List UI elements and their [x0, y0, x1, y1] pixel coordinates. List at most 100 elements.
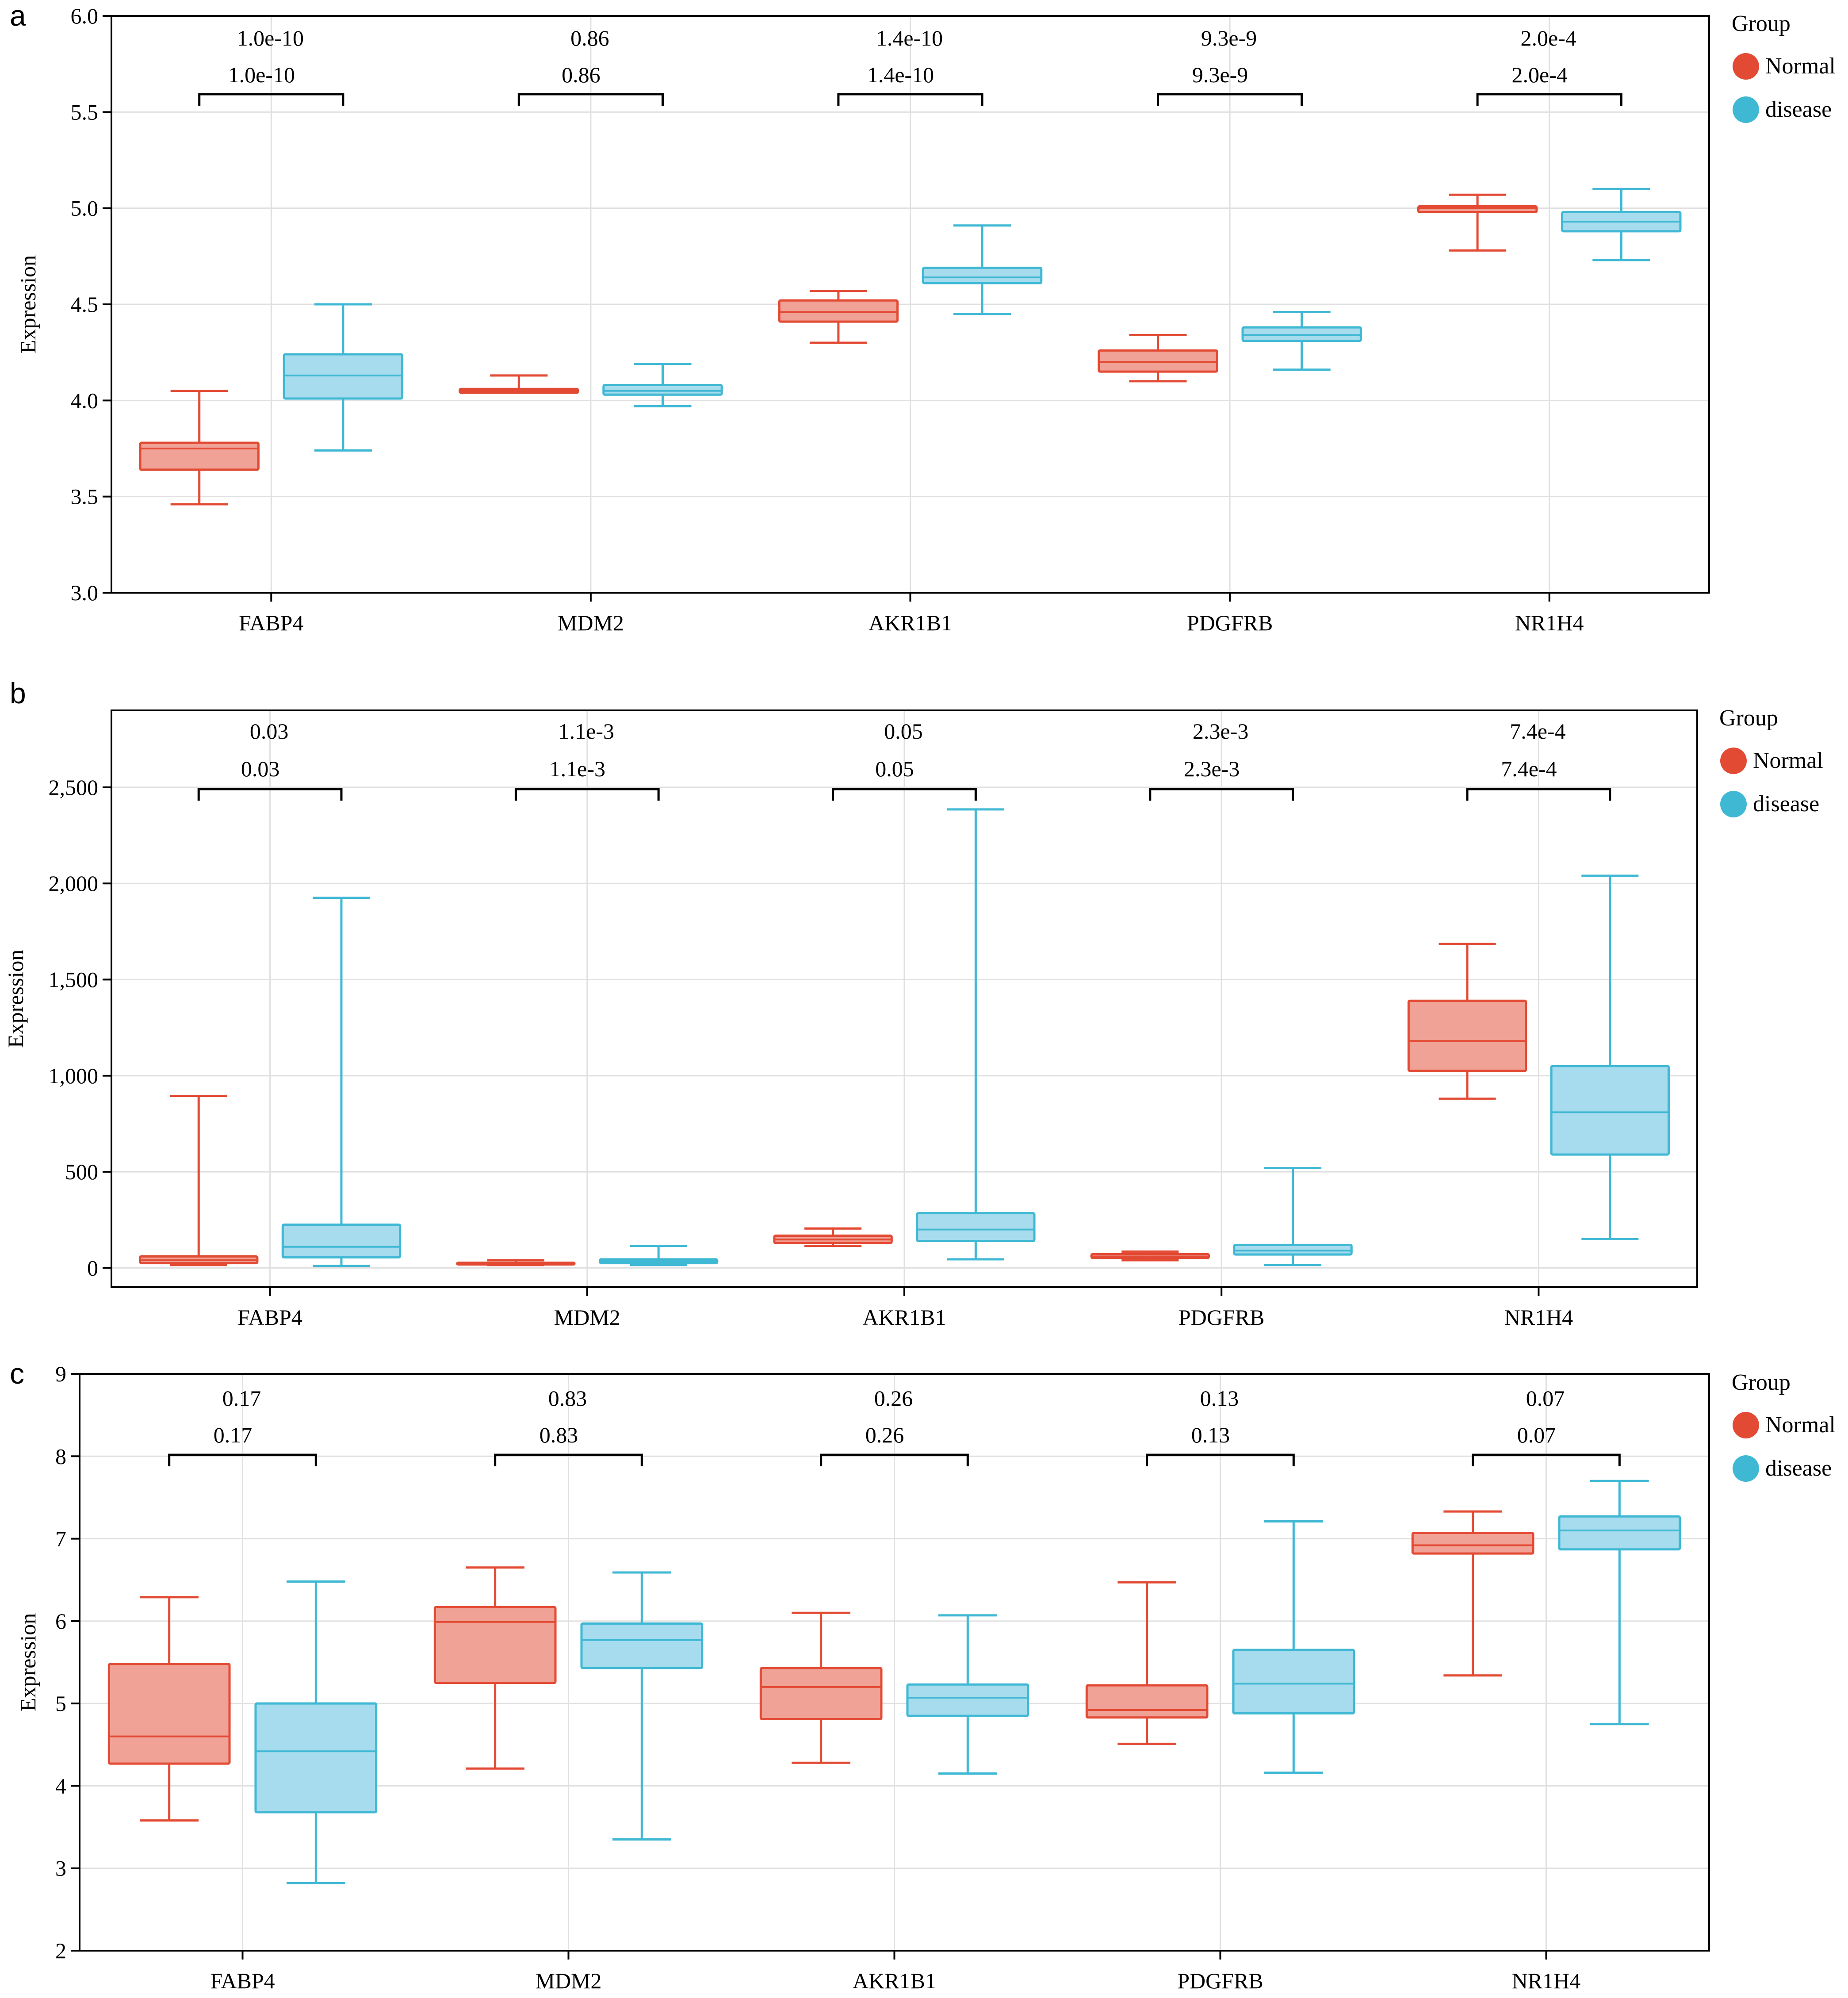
- p-value-label: 7.4e-4: [1510, 719, 1565, 744]
- box-disease-fabp4: [281, 897, 402, 1267]
- y-tick-label: 9: [55, 1361, 66, 1386]
- legend-entry-disease: disease: [1765, 1456, 1832, 1481]
- p-value-label: 0.86: [570, 26, 609, 50]
- significance-bracket: [837, 93, 983, 106]
- box-iqr: [602, 384, 723, 396]
- p-value-label: 0.13: [1191, 1423, 1230, 1447]
- y-tick-label: 3.5: [71, 484, 99, 509]
- box-disease-fabp4: [254, 1580, 378, 1884]
- box-disease-mdm2: [580, 1571, 704, 1841]
- box-normal-fabp4: [139, 390, 260, 506]
- box-iqr: [916, 1212, 1036, 1243]
- box-iqr: [1098, 349, 1218, 373]
- p-value-label: 0.07: [1526, 1386, 1565, 1411]
- box-iqr: [281, 1223, 402, 1259]
- significance-bracket: [1149, 788, 1294, 801]
- p-value-label: 0.86: [562, 62, 601, 87]
- y-tick-label: 2,000: [49, 871, 99, 896]
- box-normal-mdm2: [456, 1259, 576, 1266]
- chart-panel-b: b 0 500 1,000 1,500 2,000 2,500 Expression FABP4…: [3, 677, 1823, 1330]
- box-disease-pdgfrb: [1232, 1520, 1355, 1774]
- significance-bracket: [1157, 93, 1303, 106]
- box-normal-pdgfrb: [1085, 1581, 1209, 1745]
- box-iqr: [580, 1622, 704, 1669]
- x-tick-label: FABP4: [239, 610, 303, 635]
- significance-bracket: [1466, 788, 1611, 801]
- box-normal-fabp4: [139, 1095, 259, 1266]
- legend: Group Normal disease: [1732, 11, 1836, 123]
- p-value-label: 0.26: [874, 1386, 913, 1411]
- p-value-label: 0.05: [875, 756, 914, 781]
- significance-bracket: [514, 788, 660, 801]
- significance-bracket: [1472, 1453, 1621, 1466]
- x-tick-label: FABP4: [210, 1968, 275, 1993]
- x-tick-label: NR1H4: [1515, 610, 1584, 635]
- x-tick-label: PDGFRB: [1187, 610, 1273, 635]
- box-normal-mdm2: [433, 1566, 557, 1770]
- x-tick-label: PDGFRB: [1177, 1968, 1263, 1993]
- legend-title: Group: [1732, 11, 1791, 36]
- legend: Group Normal disease: [1732, 1370, 1836, 1482]
- panel-letter: b: [10, 677, 26, 709]
- p-value-label: 1.0e-10: [228, 62, 295, 87]
- legend-entry-normal: Normal: [1753, 748, 1823, 773]
- legend-marker-disease: [1733, 96, 1759, 123]
- y-tick-label: 5.0: [71, 196, 99, 221]
- box-normal-akr1b1: [778, 290, 899, 344]
- box-iqr: [778, 299, 899, 323]
- box-iqr: [254, 1702, 378, 1814]
- legend-entry-normal: Normal: [1765, 54, 1836, 79]
- p-value-label: 0.03: [241, 756, 280, 781]
- y-tick-label: 6: [55, 1609, 66, 1634]
- p-value-label: 2.0e-4: [1512, 62, 1568, 87]
- x-tick-label: AKR1B1: [853, 1968, 936, 1993]
- p-value-label: 1.4e-10: [876, 26, 943, 50]
- significance-bracket: [197, 788, 343, 801]
- box-iqr: [433, 1606, 557, 1684]
- x-tick-label: MDM2: [558, 610, 624, 635]
- y-tick-label: 8: [55, 1444, 66, 1469]
- legend: Group Normal disease: [1719, 706, 1823, 817]
- box-iqr: [1241, 326, 1362, 342]
- y-axis-label: Expression: [15, 1613, 40, 1711]
- legend-marker-disease: [1733, 1455, 1759, 1482]
- x-tick-label: AKR1B1: [863, 1305, 946, 1330]
- p-value-label: 2.0e-4: [1521, 26, 1576, 50]
- legend-marker-normal: [1733, 53, 1759, 80]
- y-axis-label: Expression: [15, 255, 40, 353]
- p-value-label: 0.26: [865, 1423, 904, 1447]
- legend-title: Group: [1732, 1370, 1791, 1395]
- legend-entry-disease: disease: [1753, 791, 1819, 817]
- p-value-label: 0.05: [884, 719, 923, 744]
- y-tick-label: 4: [55, 1773, 66, 1798]
- box-disease-pdgfrb: [1233, 1167, 1353, 1266]
- box-disease-pdgfrb: [1241, 311, 1362, 371]
- box-iqr: [1417, 205, 1538, 213]
- p-value-label: 1.4e-10: [867, 62, 934, 87]
- y-tick-label: 0: [87, 1256, 98, 1281]
- chart-panel-c: c 2 3 4 5 6 7 8 9 Expression FABP4 MDM2 AKR1B1 PDGFRB…: [10, 1357, 1836, 1993]
- p-value-label: 2.3e-3: [1184, 756, 1240, 781]
- significance-bracket: [168, 1453, 317, 1466]
- legend-entry-disease: disease: [1765, 97, 1832, 122]
- y-tick-label: 1,000: [49, 1063, 99, 1088]
- y-tick-label: 6.0: [71, 4, 99, 28]
- box-normal-nr1h4: [1407, 943, 1527, 1100]
- p-value-label: 9.3e-9: [1201, 26, 1257, 50]
- significance-bracket: [517, 93, 664, 106]
- p-value-label: 1.1e-3: [550, 756, 605, 781]
- box-iqr: [1232, 1649, 1355, 1714]
- y-tick-label: 2: [55, 1938, 66, 1963]
- y-tick-label: 3.0: [71, 580, 99, 605]
- p-value-label: 9.3e-9: [1192, 62, 1248, 87]
- p-value-label: 0.83: [548, 1386, 587, 1411]
- panel-letter: c: [10, 1357, 24, 1390]
- legend-marker-normal: [1733, 1412, 1759, 1438]
- box-iqr: [107, 1663, 231, 1765]
- box-disease-nr1h4: [1550, 874, 1670, 1240]
- box-normal-akr1b1: [773, 1227, 893, 1247]
- chart-panel-a: a 3.0 3.5 4.0 4.5 5.0 5.5 6.0 Expression FABP4 MDM…: [10, 0, 1836, 635]
- y-tick-label: 500: [65, 1159, 98, 1184]
- y-tick-label: 4.5: [71, 292, 99, 317]
